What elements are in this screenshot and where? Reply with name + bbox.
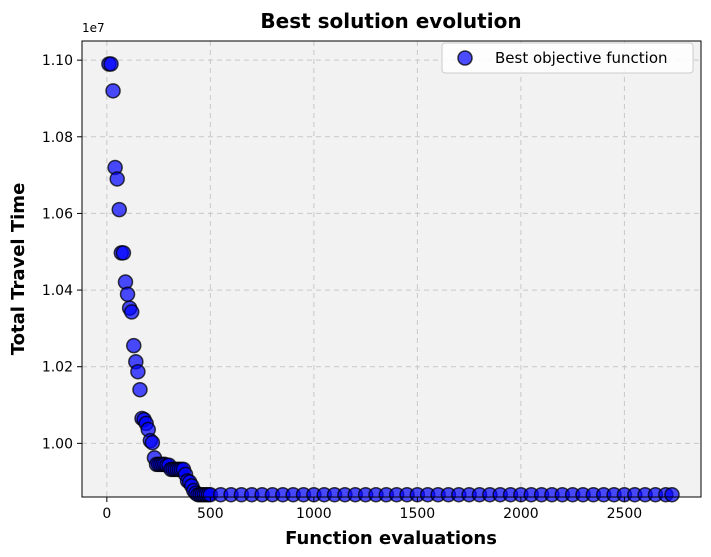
plot-frame — [81, 40, 702, 498]
x-tick-label: 2500 — [607, 506, 643, 522]
data-point — [105, 83, 121, 99]
data-point — [664, 486, 680, 503]
data-point — [130, 363, 146, 380]
x-axis-label: Function evaluations — [285, 528, 497, 549]
y-offset-label: 1e7 — [82, 21, 105, 35]
y-tick-label: 1.00 — [42, 436, 73, 452]
data-point — [126, 337, 142, 354]
data-point — [109, 171, 125, 187]
y-axis-ticks: 1.00 1.02 1.04 1.06 1.08 1.10 — [42, 53, 82, 452]
x-tick-label: 0 — [102, 506, 111, 522]
y-tick-label: 1.02 — [42, 360, 73, 376]
y-tick-label: 1.10 — [42, 53, 73, 69]
chart-title: Best solution evolution — [260, 9, 521, 33]
y-tick-label: 1.06 — [42, 206, 73, 222]
grid-lines — [82, 41, 701, 497]
x-tick-label: 500 — [197, 506, 224, 522]
x-axis-ticks: 0 500 1000 1500 2000 2500 — [102, 497, 642, 522]
x-tick-label: 2000 — [503, 506, 539, 522]
y-tick-label: 1.04 — [42, 283, 73, 299]
plot-area — [82, 41, 701, 497]
x-tick-label: 1500 — [400, 506, 436, 522]
data-point — [119, 286, 136, 303]
legend-box — [441, 42, 694, 74]
legend-marker — [457, 50, 473, 66]
y-axis-label: Total Travel Time — [8, 183, 29, 356]
legend: Best objective function — [441, 42, 694, 74]
y-tick-label: 1.08 — [42, 130, 73, 146]
data-point — [115, 245, 132, 261]
legend-label: Best objective function — [495, 49, 668, 67]
data-point — [132, 381, 148, 398]
x-tick-label: 1000 — [296, 506, 332, 522]
data-point — [103, 56, 119, 72]
data-point — [144, 434, 161, 451]
data-point — [123, 304, 140, 320]
data-point — [111, 201, 128, 218]
